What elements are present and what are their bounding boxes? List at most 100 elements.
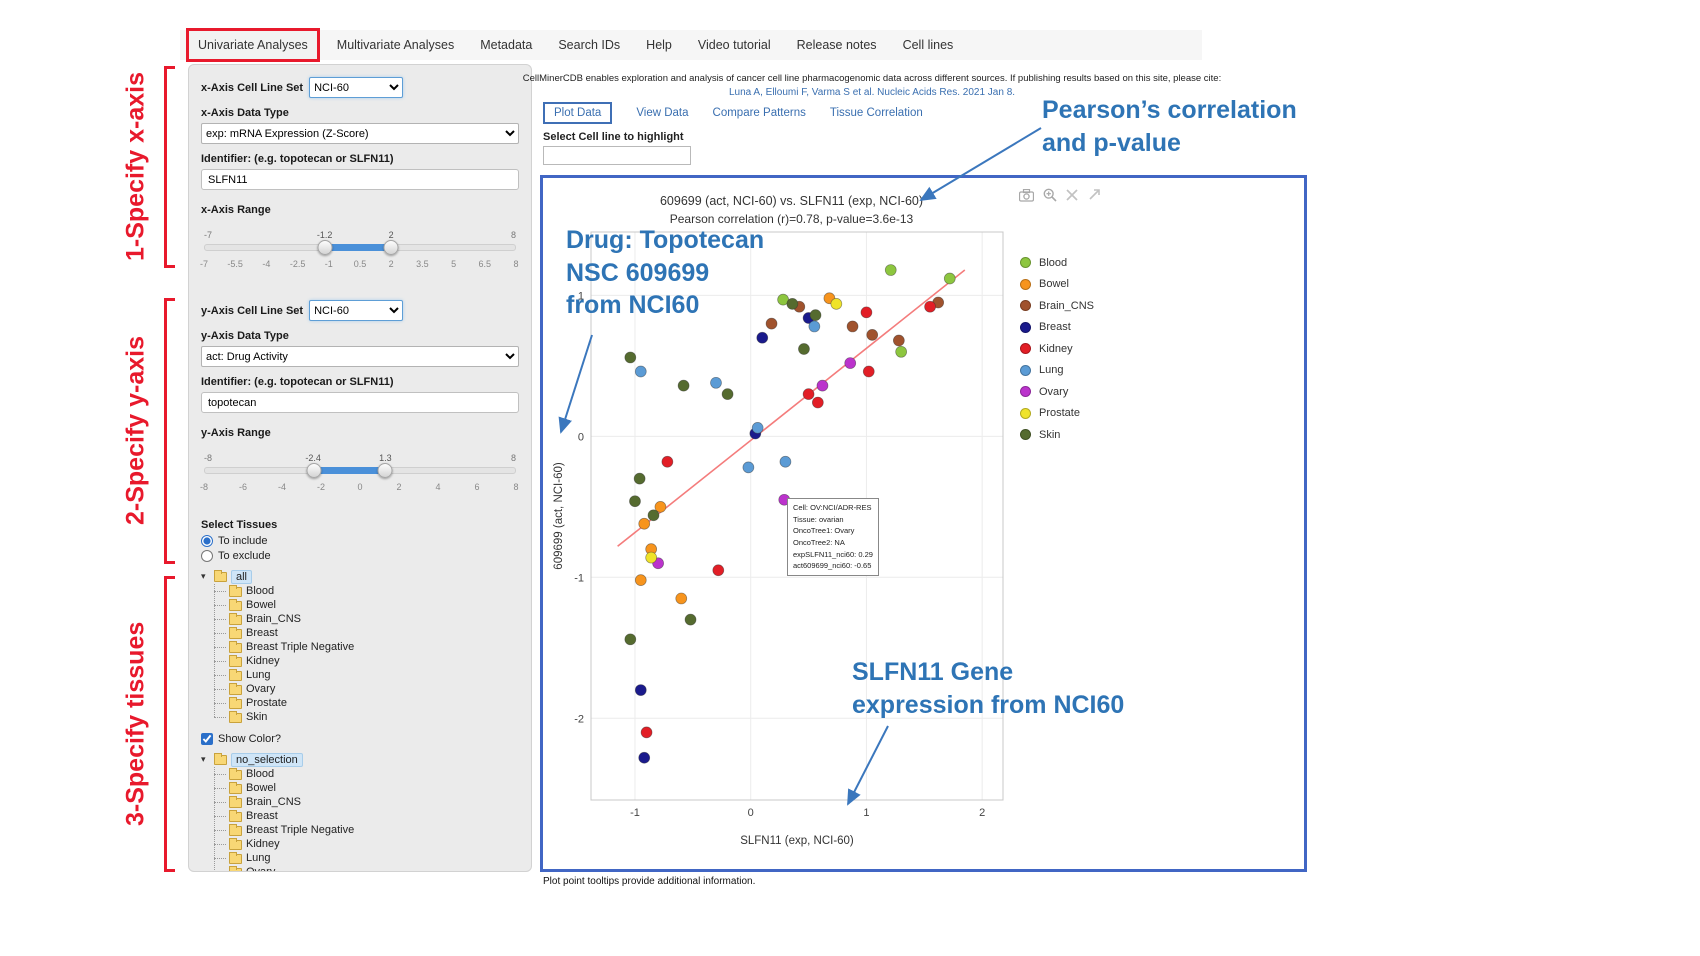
- data-point-skin[interactable]: [624, 351, 637, 364]
- data-point-skin[interactable]: [647, 509, 660, 522]
- tree-node-blood[interactable]: Blood: [214, 584, 519, 598]
- tree-node-prostate[interactable]: Prostate: [214, 696, 519, 710]
- tab-view-data[interactable]: View Data: [636, 107, 689, 119]
- data-point-kidney[interactable]: [712, 564, 725, 577]
- data-point-kidney[interactable]: [802, 388, 815, 400]
- data-point-skin[interactable]: [684, 613, 697, 626]
- legend-item-breast[interactable]: Breast: [1020, 317, 1094, 339]
- nav-tab-multivariate-analyses[interactable]: Multivariate Analyses: [336, 38, 455, 52]
- tree-node-kidney[interactable]: Kidney: [214, 837, 519, 851]
- y-identifier-input[interactable]: [201, 392, 519, 413]
- tree-toggle-icon[interactable]: ▾: [201, 571, 206, 581]
- slider-handle-from[interactable]: [306, 463, 321, 478]
- data-point-lung[interactable]: [742, 461, 755, 474]
- data-point-skin[interactable]: [624, 633, 637, 646]
- legend-item-blood[interactable]: Blood: [1020, 252, 1094, 274]
- data-point-kidney[interactable]: [811, 396, 824, 409]
- y-cell-line-set-select[interactable]: NCI-60: [309, 300, 404, 321]
- close-icon[interactable]: [1066, 189, 1078, 201]
- data-point-brain-cns[interactable]: [846, 320, 859, 333]
- legend-item-ovary[interactable]: Ovary: [1020, 381, 1094, 403]
- data-point-skin[interactable]: [786, 298, 799, 310]
- legend-item-kidney[interactable]: Kidney: [1020, 338, 1094, 360]
- tree-node-blood[interactable]: Blood: [214, 767, 519, 781]
- slider-handle-from[interactable]: [317, 240, 333, 255]
- data-point-bowel[interactable]: [675, 592, 688, 605]
- data-point-prostate[interactable]: [645, 551, 658, 564]
- tree-node-breast[interactable]: Breast: [214, 809, 519, 823]
- tree-node-ovary[interactable]: Ovary: [214, 865, 519, 871]
- data-point-ovary[interactable]: [816, 379, 829, 392]
- data-point-kidney[interactable]: [862, 365, 875, 378]
- x-cell-line-set-select[interactable]: NCI-60: [309, 77, 404, 98]
- data-point-brain-cns[interactable]: [866, 329, 879, 341]
- tab-tissue-correlation[interactable]: Tissue Correlation: [829, 107, 923, 119]
- tree-node-breast-triple-negative[interactable]: Breast Triple Negative: [214, 823, 519, 837]
- data-point-skin[interactable]: [633, 472, 646, 485]
- tree-node-breast-triple-negative[interactable]: Breast Triple Negative: [214, 640, 519, 654]
- tree-node-breast[interactable]: Breast: [214, 626, 519, 640]
- slider-track[interactable]: [204, 463, 516, 478]
- data-point-breast[interactable]: [634, 684, 647, 696]
- x-identifier-input[interactable]: [201, 169, 519, 190]
- tree-node-lung[interactable]: Lung: [214, 851, 519, 865]
- tree-node-brain-cns[interactable]: Brain_CNS: [214, 795, 519, 809]
- data-point-kidney[interactable]: [924, 300, 936, 313]
- data-point-breast[interactable]: [638, 751, 651, 764]
- nav-tab-search-ids[interactable]: Search IDs: [558, 38, 621, 52]
- slider-track[interactable]: [204, 240, 516, 255]
- data-point-bowel[interactable]: [638, 517, 651, 530]
- data-point-skin[interactable]: [809, 309, 822, 322]
- data-point-prostate[interactable]: [830, 298, 843, 310]
- include-radio[interactable]: [201, 535, 213, 547]
- data-point-skin[interactable]: [629, 495, 641, 508]
- nav-tab-help[interactable]: Help: [646, 38, 672, 52]
- tree-node-brain-cns[interactable]: Brain_CNS: [214, 612, 519, 626]
- nav-tab-release-notes[interactable]: Release notes: [796, 38, 877, 52]
- highlight-input[interactable]: [543, 146, 691, 165]
- tab-plot-data[interactable]: Plot Data: [543, 102, 613, 124]
- data-point-kidney[interactable]: [860, 306, 873, 319]
- data-point-blood[interactable]: [895, 345, 908, 358]
- data-point-blood[interactable]: [943, 272, 956, 285]
- data-point-lung[interactable]: [779, 455, 792, 468]
- pan-icon[interactable]: [1087, 188, 1101, 202]
- y-data-type-select[interactable]: act: Drug Activity: [201, 346, 519, 367]
- nav-tab-video-tutorial[interactable]: Video tutorial: [697, 38, 771, 52]
- tree-node-no-selection[interactable]: ▾ no_selection: [201, 752, 519, 767]
- data-point-skin[interactable]: [798, 343, 810, 355]
- nav-tab-cell-lines[interactable]: Cell lines: [902, 38, 954, 52]
- zoom-in-icon[interactable]: [1043, 188, 1057, 202]
- slider-handle-to[interactable]: [383, 240, 399, 255]
- data-point-lung[interactable]: [808, 320, 821, 333]
- tree-toggle-icon[interactable]: ▾: [201, 754, 206, 764]
- legend-item-lung[interactable]: Lung: [1020, 360, 1094, 382]
- nav-tab-metadata[interactable]: Metadata: [480, 38, 533, 52]
- tab-compare-patterns[interactable]: Compare Patterns: [712, 107, 806, 119]
- legend-item-skin[interactable]: Skin: [1020, 424, 1094, 446]
- tree-node-ovary[interactable]: Ovary: [214, 682, 519, 696]
- nav-tab-univariate-analyses[interactable]: Univariate Analyses: [186, 28, 320, 62]
- data-point-kidney[interactable]: [661, 455, 674, 468]
- data-point-brain-cns[interactable]: [765, 317, 778, 330]
- citation-link[interactable]: Luna A, Elloumi F, Varma S et al. Nuclei…: [728, 87, 1016, 98]
- data-point-bowel[interactable]: [654, 500, 667, 513]
- data-point-brain-cns[interactable]: [892, 334, 905, 347]
- tree-node-bowel[interactable]: Bowel: [214, 598, 519, 612]
- tree-node-lung[interactable]: Lung: [214, 668, 519, 682]
- data-point-blood[interactable]: [884, 264, 897, 276]
- data-point-skin[interactable]: [721, 388, 734, 400]
- tree-node-bowel[interactable]: Bowel: [214, 781, 519, 795]
- legend-item-bowel[interactable]: Bowel: [1020, 274, 1094, 296]
- exclude-radio[interactable]: [201, 550, 213, 562]
- exclude-option[interactable]: To exclude: [201, 550, 519, 562]
- show-color-option[interactable]: Show Color?: [201, 733, 519, 745]
- tree-node-kidney[interactable]: Kidney: [214, 654, 519, 668]
- legend-item-prostate[interactable]: Prostate: [1020, 403, 1094, 425]
- show-color-checkbox[interactable]: [201, 733, 213, 745]
- data-point-lung[interactable]: [710, 376, 722, 389]
- data-point-bowel[interactable]: [634, 574, 647, 586]
- legend-item-brain-cns[interactable]: Brain_CNS: [1020, 295, 1094, 317]
- data-point-kidney[interactable]: [640, 726, 653, 739]
- x-data-type-select[interactable]: exp: mRNA Expression (Z-Score): [201, 123, 519, 144]
